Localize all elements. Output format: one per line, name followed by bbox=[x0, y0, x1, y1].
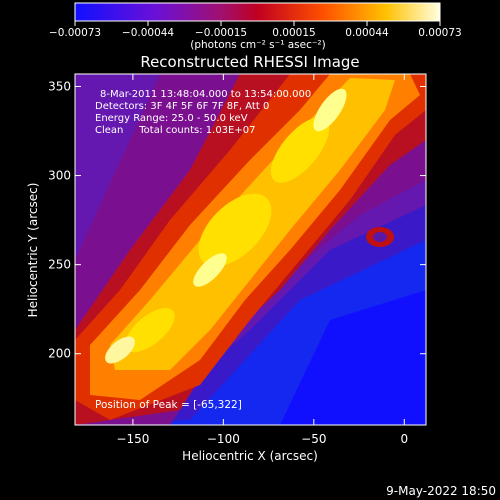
heatmap-image bbox=[75, 74, 426, 425]
colorbar-tick-label: −0.00015 bbox=[195, 27, 247, 39]
y-tick-label: 250 bbox=[48, 258, 71, 272]
x-axis-label: Heliocentric X (arcsec) bbox=[182, 449, 318, 463]
peak-position-label: Position of Peak = [-65,322] bbox=[95, 399, 242, 411]
colorbar-ticks: −0.00073 −0.00044 −0.00015 0.00015 0.00044 0.… bbox=[49, 21, 462, 39]
colorbar-tick-label: 0.00015 bbox=[272, 27, 315, 39]
annotation-block: 8-Mar-2011 13:48:04.000 to 13:54:00.000D… bbox=[95, 89, 311, 136]
annotation-line: Detectors: 3F 4F 5F 6F 7F 8F, Att 0 bbox=[95, 101, 269, 112]
colorbar-tick-label: −0.00073 bbox=[49, 27, 101, 39]
y-axis-label: Heliocentric Y (arcsec) bbox=[26, 183, 40, 318]
annotation-line: Energy Range: 25.0 - 50.0 keV bbox=[95, 113, 248, 124]
colorbar-tick-label: −0.00044 bbox=[122, 27, 175, 39]
colorbar-tick-label: 0.00073 bbox=[418, 27, 461, 39]
annotation-line: Clean Total counts: 1.03E+07 bbox=[95, 125, 255, 136]
colorbar bbox=[74, 2, 441, 22]
x-tick-label: 0 bbox=[400, 432, 408, 446]
colorbar-tick-label: 0.00044 bbox=[345, 27, 389, 39]
y-tick-label: 350 bbox=[48, 79, 71, 93]
plot-frame bbox=[74, 73, 427, 426]
y-tick-label: 200 bbox=[48, 347, 71, 361]
x-tick-label: −50 bbox=[301, 432, 326, 446]
y-tick-label: 300 bbox=[48, 169, 71, 183]
footer-date: 9-May-2022 18:50 bbox=[386, 484, 496, 498]
colorbar-unit: (photons cm⁻² s⁻¹ asec⁻²) bbox=[190, 39, 325, 51]
y-axis-ticks: 200 250 300 350 bbox=[48, 79, 426, 361]
chart-title: Reconstructed RHESSI Image bbox=[140, 53, 359, 71]
x-tick-label: −150 bbox=[116, 432, 149, 446]
x-axis-ticks: −150 −100 −50 0 bbox=[116, 74, 408, 446]
x-tick-label: −100 bbox=[207, 432, 240, 446]
annotation-line: 8-Mar-2011 13:48:04.000 to 13:54:00.000 bbox=[100, 89, 311, 100]
